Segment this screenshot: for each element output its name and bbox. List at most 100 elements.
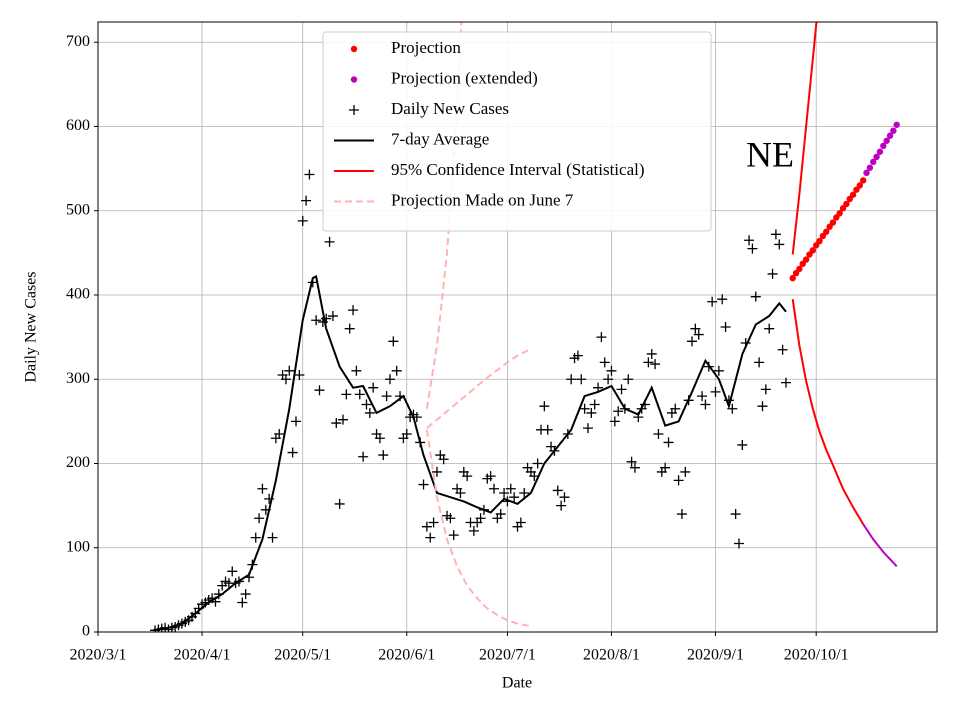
june7-lower-line bbox=[425, 429, 532, 628]
case-marker bbox=[421, 521, 432, 532]
case-marker bbox=[609, 416, 620, 427]
y-tick-label: 0 bbox=[82, 623, 90, 640]
case-marker bbox=[401, 429, 412, 440]
projection-point bbox=[809, 247, 817, 254]
ci-lower-line bbox=[791, 299, 865, 525]
case-marker bbox=[287, 447, 298, 458]
case-marker bbox=[324, 236, 335, 247]
projection-point bbox=[890, 127, 897, 134]
legend-label: Projection (extended) bbox=[391, 68, 538, 87]
case-marker bbox=[542, 424, 553, 435]
case-marker bbox=[331, 418, 342, 429]
case-marker bbox=[710, 386, 721, 397]
y-tick-label: 500 bbox=[66, 201, 90, 218]
case-marker bbox=[311, 315, 322, 326]
case-marker bbox=[509, 492, 520, 503]
legend-marker bbox=[350, 76, 358, 83]
case-marker bbox=[650, 359, 661, 370]
case-marker bbox=[733, 538, 744, 549]
projection-point bbox=[796, 265, 803, 273]
case-marker bbox=[344, 323, 355, 334]
case-marker bbox=[623, 374, 634, 385]
case-marker bbox=[680, 466, 691, 477]
case-marker bbox=[391, 365, 402, 376]
projection-point bbox=[866, 164, 874, 171]
legend-marker bbox=[350, 45, 358, 53]
case-marker bbox=[304, 169, 315, 180]
case-marker bbox=[294, 370, 305, 381]
case-marker bbox=[462, 471, 473, 482]
x-tick-label: 2020/3/1 bbox=[70, 647, 127, 664]
case-marker bbox=[505, 483, 516, 494]
legend-label: 95% Confidence Interval (Statistical) bbox=[391, 160, 645, 179]
y-tick-label: 200 bbox=[66, 454, 90, 471]
case-marker bbox=[455, 487, 466, 498]
projection-point bbox=[802, 256, 810, 263]
case-marker bbox=[566, 374, 577, 385]
case-marker bbox=[713, 365, 724, 376]
case-marker bbox=[378, 450, 389, 461]
case-marker bbox=[388, 336, 399, 347]
legend-label: Daily New Cases bbox=[391, 99, 509, 118]
case-marker bbox=[582, 423, 593, 434]
projection-point bbox=[876, 148, 884, 155]
case-marker bbox=[747, 243, 758, 254]
y-tick-label: 300 bbox=[66, 370, 90, 387]
case-marker bbox=[254, 513, 265, 524]
case-marker bbox=[764, 323, 775, 334]
case-marker bbox=[750, 291, 761, 302]
case-marker bbox=[707, 296, 718, 307]
case-marker bbox=[291, 416, 302, 427]
case-marker bbox=[660, 462, 671, 473]
case-marker bbox=[321, 313, 332, 324]
case-marker bbox=[599, 357, 610, 368]
case-marker bbox=[629, 462, 640, 473]
case-marker bbox=[475, 513, 486, 524]
case-marker bbox=[280, 374, 291, 385]
case-marker bbox=[606, 365, 617, 376]
case-marker bbox=[381, 391, 392, 402]
case-marker bbox=[643, 357, 654, 368]
projection-point bbox=[823, 228, 830, 235]
case-marker bbox=[690, 323, 701, 334]
case-marker bbox=[552, 485, 563, 496]
case-marker bbox=[334, 498, 345, 509]
projection-point bbox=[880, 142, 887, 150]
case-marker bbox=[431, 466, 442, 477]
case-marker bbox=[348, 305, 359, 316]
projection-point bbox=[863, 169, 870, 177]
case-marker bbox=[374, 433, 385, 444]
projection-point bbox=[883, 137, 890, 144]
case-marker bbox=[364, 407, 375, 418]
case-marker bbox=[341, 389, 352, 400]
case-marker bbox=[351, 365, 362, 376]
case-marker bbox=[760, 384, 771, 395]
y-tick-label: 100 bbox=[66, 538, 90, 555]
case-marker bbox=[572, 350, 583, 361]
case-marker bbox=[227, 566, 238, 577]
case-marker bbox=[358, 451, 369, 462]
case-marker bbox=[603, 374, 614, 385]
case-marker bbox=[425, 532, 436, 543]
plot-frame bbox=[97, 21, 938, 633]
case-marker bbox=[626, 456, 637, 467]
case-marker bbox=[468, 525, 479, 536]
projection-point bbox=[886, 132, 894, 139]
case-marker bbox=[274, 429, 285, 440]
case-marker bbox=[663, 437, 674, 448]
projection-point bbox=[856, 182, 864, 189]
projection-point bbox=[873, 153, 880, 161]
case-marker bbox=[676, 509, 687, 520]
x-tick-label: 2020/9/1 bbox=[687, 647, 744, 664]
legend-box bbox=[322, 31, 712, 232]
legend-marker bbox=[349, 105, 359, 115]
case-marker bbox=[556, 500, 567, 511]
legend-label: Projection bbox=[391, 38, 461, 57]
y-tick-label: 700 bbox=[66, 33, 90, 50]
case-marker bbox=[770, 229, 781, 240]
case-marker bbox=[673, 475, 684, 486]
case-marker bbox=[240, 589, 251, 600]
case-marker bbox=[418, 479, 429, 490]
legend: Projection Projection (extended) Daily New… bbox=[322, 31, 712, 232]
case-marker bbox=[267, 532, 278, 543]
